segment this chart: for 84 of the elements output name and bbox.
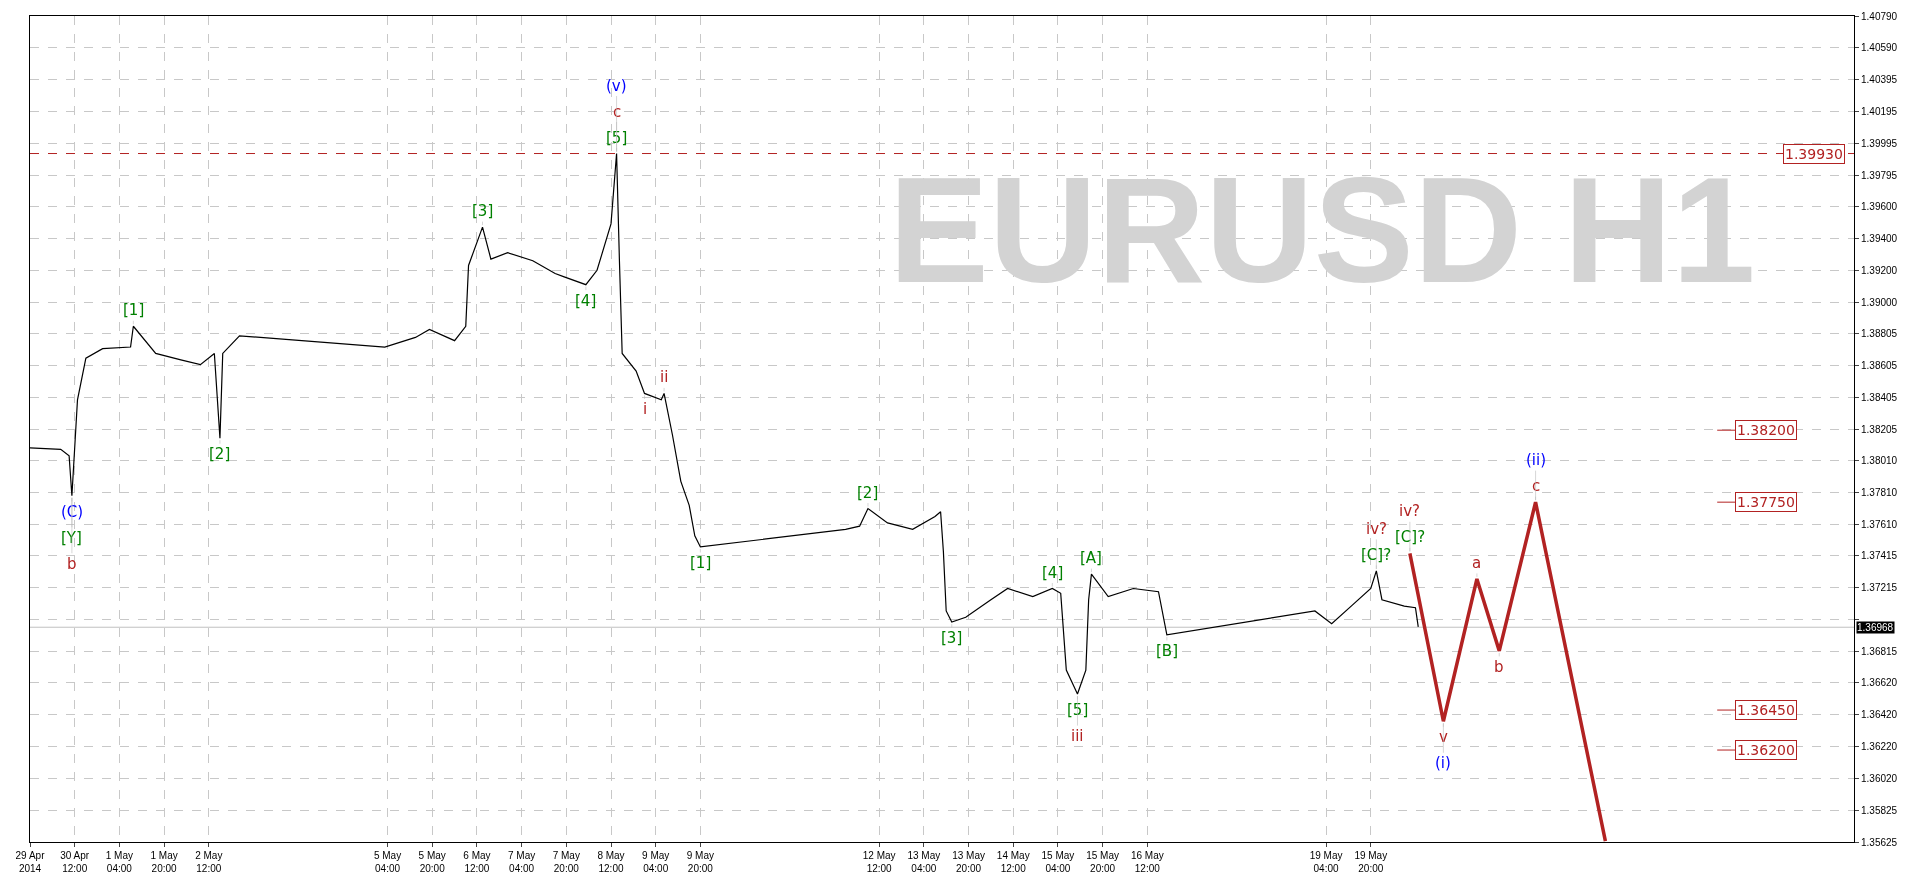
y-tick-label: 1.38205: [1861, 423, 1898, 435]
x-tick-label: 16 May 12:00: [1130, 850, 1164, 874]
x-tick-label: 8 May 12:00: [597, 850, 625, 874]
x-tick-label: 7 May 04:00: [507, 850, 536, 874]
y-tick-label: 1.37415: [1861, 550, 1898, 562]
x-tick-label: 7 May 20:00: [552, 850, 580, 874]
ref-line-label: 1.37750: [1737, 494, 1795, 510]
ref-line-label: 1.38200: [1737, 422, 1795, 438]
y-tick-label: 1.40590: [1861, 42, 1898, 54]
annotation: i: [643, 400, 648, 418]
annotation: (C): [61, 503, 84, 521]
x-tick-label: 9 May 04:00: [642, 850, 670, 874]
annotation: [3]: [941, 629, 963, 647]
annotation: [1]: [123, 301, 145, 319]
y-tick-label: 1.40195: [1861, 105, 1898, 117]
y-tick-label: 1.39200: [1861, 264, 1898, 276]
y-tick-label: 1.36220: [1861, 741, 1898, 753]
x-tick-label: 1 May 04:00: [105, 850, 133, 874]
annotation: [Y]: [61, 529, 82, 547]
y-tick-label: 1.40395: [1861, 73, 1898, 85]
annotation: [1]: [690, 554, 712, 572]
annotation: c: [613, 103, 622, 121]
y-tick-label: 1.39795: [1861, 169, 1898, 181]
y-tick-label: 1.37810: [1861, 487, 1898, 499]
annotation: (ii): [1526, 451, 1547, 469]
annotation: [A]: [1080, 549, 1102, 567]
x-tick-label: 13 May 20:00: [952, 850, 985, 874]
y-tick-label: 1.36020: [1861, 773, 1898, 785]
annotation: iii: [1071, 727, 1084, 745]
y-tick-label: 1.37215: [1861, 582, 1898, 594]
x-tick-label: 19 May 20:00: [1354, 850, 1388, 874]
annotation: iv?: [1399, 502, 1421, 520]
annotation: [5]: [1067, 701, 1089, 719]
x-tick-label: 12 May 12:00: [862, 850, 896, 874]
annotation: [2]: [209, 445, 231, 463]
annotation: a: [1472, 554, 1482, 572]
x-tick-label: 14 May 12:00: [996, 850, 1030, 874]
x-tick-label: 5 May 04:00: [373, 850, 402, 874]
annotation: c: [1532, 477, 1541, 495]
x-tick-label: 30 Apr 12:00: [60, 850, 90, 874]
ref-line-label: 1.39930: [1785, 146, 1843, 162]
annotation: [B]: [1156, 642, 1178, 660]
annotation: v: [1439, 728, 1448, 746]
annotation: [4]: [575, 292, 597, 310]
x-tick-label: 6 May 12:00: [463, 850, 491, 874]
annotation: iv?: [1366, 520, 1388, 538]
annotation: ii: [660, 368, 669, 386]
x-tick-label: 5 May 20:00: [418, 850, 446, 874]
annotation: (i): [1435, 754, 1451, 772]
y-tick-label: 1.36815: [1861, 646, 1898, 658]
ref-line-label: 1.36968: [1857, 622, 1894, 633]
x-tick-label: 2 May 12:00: [195, 850, 223, 874]
annotation: b: [67, 555, 77, 573]
annotation: (v): [606, 77, 627, 95]
annotation: [C]?: [1395, 528, 1426, 546]
y-tick-label: 1.38605: [1861, 359, 1898, 371]
x-tick-label: 15 May 04:00: [1041, 850, 1075, 874]
y-tick-label: 1.39400: [1861, 232, 1898, 244]
ref-line-label: 1.36200: [1737, 742, 1795, 758]
y-tick-label: 1.35625: [1861, 836, 1898, 848]
x-tick-label: 15 May 20:00: [1086, 850, 1120, 874]
annotation: [2]: [857, 484, 879, 502]
y-tick-label: 1.40790: [1861, 10, 1898, 22]
y-tick-label: 1.38805: [1861, 327, 1898, 339]
annotation: [4]: [1042, 564, 1064, 582]
y-tick-label: 1.36420: [1861, 709, 1898, 721]
x-tick-label: 9 May 20:00: [686, 850, 714, 874]
ref-line-label: 1.36450: [1737, 702, 1795, 718]
y-tick-label: 1.38010: [1861, 455, 1898, 467]
x-tick-label: 13 May 04:00: [907, 850, 941, 874]
annotation: [C]?: [1361, 546, 1392, 564]
x-tick-label: 1 May 20:00: [150, 850, 178, 874]
y-tick-label: 1.39995: [1861, 137, 1898, 149]
y-tick-label: 1.36620: [1861, 677, 1898, 689]
annotation: b: [1494, 658, 1504, 676]
y-tick-label: 1.39600: [1861, 200, 1898, 212]
x-tick-label: 29 Apr 2014: [15, 850, 46, 874]
y-tick-label: 1.37610: [1861, 519, 1898, 531]
y-tick-label: 1.35825: [1861, 804, 1898, 816]
annotation: [5]: [606, 129, 628, 147]
x-tick-label: 19 May 04:00: [1309, 850, 1343, 874]
annotation: [3]: [472, 202, 494, 220]
y-tick-label: 1.39000: [1861, 296, 1898, 308]
y-tick-label: 1.38405: [1861, 391, 1898, 403]
